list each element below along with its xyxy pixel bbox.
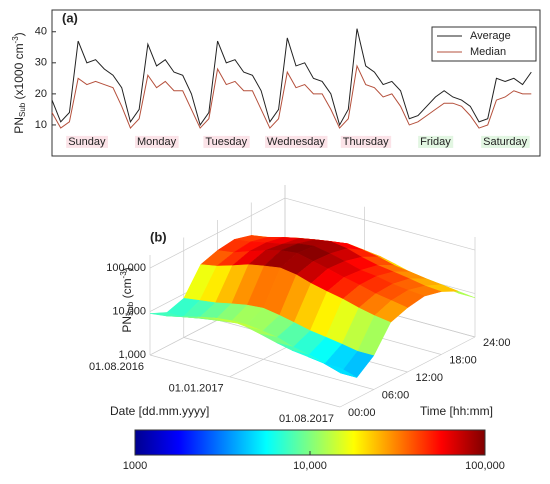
z-axis-label: PNSub (cm-3): [119, 267, 135, 332]
colorbar-tick-label: 1000: [123, 460, 147, 472]
y-tick-label: 12:00: [416, 372, 444, 384]
z-tick-label: 10,000: [112, 305, 146, 317]
day-label: Friday: [420, 136, 451, 148]
grid-line: [149, 354, 341, 408]
grid-line: [284, 197, 476, 251]
day-label-bg: [135, 135, 179, 148]
x-tick-label: 01.08.2017: [279, 413, 334, 425]
y-tick-label: 10: [35, 119, 47, 131]
day-label: Monday: [137, 136, 177, 148]
x-tick-label: 01.01.2017: [169, 383, 224, 395]
day-label-bg: [265, 135, 328, 148]
day-label: Thursday: [343, 136, 389, 148]
day-label-bg: [481, 135, 530, 148]
day-label-bg: [418, 135, 454, 148]
y-axis-label: PNSub (x1000 cm-3): [11, 32, 27, 133]
z-tick-label: 100,000: [106, 262, 146, 274]
z-tick-label: 1,000: [118, 349, 146, 361]
legend-label: Average: [470, 30, 511, 42]
day-label: Sunday: [68, 136, 106, 148]
legend-label: Median: [470, 46, 506, 58]
colorbar-tick-label: 100,000: [465, 460, 505, 472]
y-tick-label: 00:00: [348, 407, 376, 419]
colorbar-tick-label: 10,000: [293, 460, 327, 472]
y-tick-label: 24:00: [483, 337, 511, 349]
y-tick-label: 18:00: [449, 354, 477, 366]
grid-line: [149, 197, 286, 269]
series-line: [51, 28, 532, 127]
series-line: [51, 64, 532, 129]
day-label: Tuesday: [205, 136, 247, 148]
y-tick-label: 20: [35, 88, 47, 100]
panel-b-title: (b): [150, 229, 167, 244]
panel-a-title: (a): [62, 10, 78, 25]
x-axis-label: Date [dd.mm.yyyy]: [110, 404, 209, 418]
legend-box: [431, 26, 537, 62]
surface-patch: [323, 363, 358, 378]
day-label-bg: [340, 135, 392, 148]
plot-frame: [51, 9, 541, 157]
day-label-bg: [66, 135, 109, 148]
x-tick-label: 01.08.2016: [89, 361, 144, 373]
y-tick-label: 30: [35, 57, 47, 69]
grid-line: [183, 337, 374, 390]
day-label: Wednesday: [267, 136, 325, 148]
y-tick-label: 40: [35, 26, 47, 38]
day-label: Saturday: [483, 136, 528, 148]
y-tick-label: 06:00: [382, 389, 410, 401]
y-axis-label: Time [hh:mm]: [420, 404, 493, 418]
day-label-bg: [203, 135, 250, 148]
